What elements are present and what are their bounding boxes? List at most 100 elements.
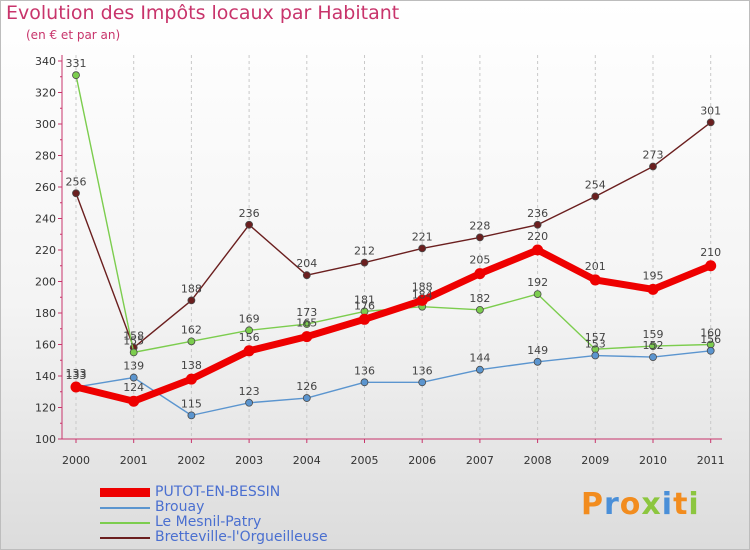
data-point — [533, 220, 542, 229]
data-point — [705, 260, 717, 272]
data-label: 124 — [123, 381, 144, 394]
x-tick-label: 2008 — [524, 454, 552, 467]
x-tick-label: 2009 — [581, 454, 609, 467]
data-point — [360, 378, 369, 387]
data-point — [72, 71, 80, 80]
data-point — [245, 220, 254, 229]
data-point — [591, 351, 600, 360]
data-point — [302, 320, 311, 328]
logo-letter: P — [581, 487, 604, 522]
x-tick-label: 2010 — [639, 454, 667, 467]
data-label: 133 — [66, 369, 87, 382]
data-point — [649, 353, 657, 362]
data-label: 165 — [296, 317, 317, 330]
data-point — [649, 342, 657, 350]
data-label: 228 — [469, 219, 490, 232]
data-labels: 1331241381561651761882052202011952101331… — [66, 57, 722, 410]
data-label: 188 — [181, 282, 202, 295]
data-point — [359, 313, 370, 325]
data-point — [360, 258, 369, 267]
legend-label-mesnil-patry: Le Mesnil-Patry — [155, 514, 262, 530]
series-line — [75, 121, 712, 349]
legend-swatch-mesnil-patry — [100, 522, 150, 524]
data-point — [302, 394, 311, 402]
data-label: 160 — [700, 327, 721, 340]
grid — [75, 55, 712, 439]
legend-label-bretteville: Bretteville-l'Orgueilleuse — [155, 529, 328, 545]
y-tick-label: 340 — [35, 55, 56, 68]
data-label: 331 — [66, 57, 87, 70]
series-line — [72, 246, 715, 405]
data-point — [187, 411, 196, 420]
data-point — [185, 373, 197, 385]
data-label: 201 — [585, 260, 606, 273]
data-point — [532, 244, 544, 256]
data-point — [243, 345, 255, 357]
data-point — [187, 337, 196, 346]
data-label: 136 — [354, 364, 375, 377]
data-label: 236 — [527, 207, 548, 220]
y-tick-label: 220 — [35, 244, 56, 257]
y-tick-label: 300 — [35, 118, 56, 131]
data-label: 173 — [296, 306, 317, 319]
y-tick-label: 240 — [35, 213, 56, 226]
data-point — [475, 365, 484, 374]
data-point — [245, 398, 254, 407]
logo-letter: t — [673, 487, 689, 522]
data-point — [706, 346, 715, 355]
logo-letter: i — [661, 487, 674, 522]
data-point — [129, 348, 138, 357]
data-point — [72, 189, 80, 198]
data-point — [70, 381, 82, 393]
data-label: 236 — [239, 207, 260, 220]
data-point — [649, 162, 657, 171]
data-label: 138 — [181, 359, 202, 372]
data-point — [589, 274, 601, 286]
logo-letter: r — [604, 487, 620, 522]
data-label: 169 — [239, 312, 260, 325]
data-label: 254 — [585, 178, 606, 191]
series-lines — [70, 71, 717, 420]
data-label: 256 — [66, 175, 87, 188]
x-tick-label: 2005 — [351, 454, 379, 467]
y-tick-label: 200 — [35, 276, 56, 289]
data-label: 205 — [469, 254, 490, 267]
data-label: 273 — [643, 149, 664, 162]
x-tick-label: 2003 — [235, 454, 263, 467]
data-label: 181 — [354, 293, 375, 306]
data-label: 210 — [700, 246, 721, 259]
data-point — [128, 395, 140, 407]
data-label: 123 — [239, 385, 260, 398]
data-point — [416, 294, 428, 306]
data-label: 301 — [700, 104, 721, 117]
data-point — [533, 357, 542, 366]
y-tick-label: 140 — [35, 370, 56, 383]
x-tick-label: 2004 — [293, 454, 321, 467]
data-point — [418, 378, 427, 387]
data-label: 139 — [123, 360, 144, 373]
legend-label-brouay: Brouay — [155, 499, 205, 515]
x-tick-label: 2011 — [697, 454, 725, 467]
data-label: 162 — [181, 323, 202, 336]
data-point — [302, 271, 311, 280]
data-label: 155 — [123, 334, 144, 347]
data-label: 221 — [412, 230, 433, 243]
data-label: 188 — [412, 280, 433, 293]
data-label: 136 — [412, 364, 433, 377]
x-tick-label: 2001 — [120, 454, 148, 467]
data-label: 184 — [412, 289, 433, 302]
y-tick-label: 260 — [35, 181, 56, 194]
data-point — [647, 283, 659, 295]
data-label: 176 — [354, 299, 375, 312]
data-point — [418, 244, 427, 253]
legend-swatch-putot — [100, 488, 150, 497]
chart-subtitle: (en € et par an) — [26, 28, 121, 42]
data-point — [706, 118, 715, 127]
data-point — [301, 331, 313, 343]
data-label: 156 — [239, 331, 260, 344]
x-tick-label: 2006 — [408, 454, 436, 467]
data-point — [475, 233, 484, 242]
data-point — [187, 296, 196, 305]
data-label: 159 — [643, 328, 664, 341]
